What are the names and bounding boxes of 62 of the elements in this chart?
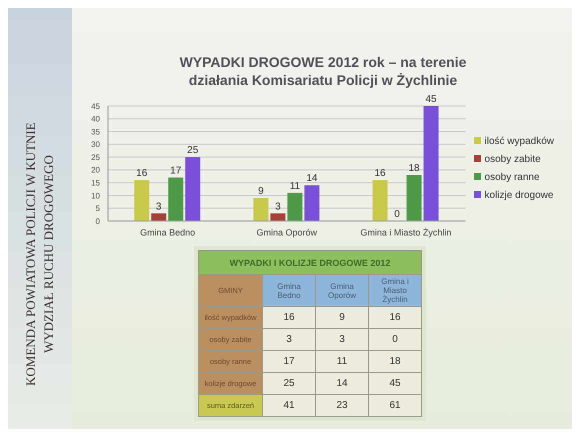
legend-label: osoby zabite bbox=[484, 154, 541, 164]
y-tick-label: 35 bbox=[91, 127, 101, 136]
data-label: 3 bbox=[275, 201, 282, 212]
bar bbox=[253, 198, 268, 221]
x-tick-label: Gmina Bedno bbox=[140, 227, 196, 238]
data-label: 25 bbox=[262, 372, 316, 394]
y-tick-label: 20 bbox=[91, 166, 101, 175]
data-label: 45 bbox=[426, 94, 438, 105]
y-tick-label: 15 bbox=[91, 178, 101, 188]
x-tick-label: Gmina i Miasto Żychlin bbox=[360, 227, 452, 238]
y-tick-label: 0 bbox=[96, 216, 101, 226]
data-label: 11 bbox=[290, 180, 301, 192]
bar bbox=[304, 185, 320, 221]
data-label: 61 bbox=[368, 394, 422, 416]
chart-title: WYPADKI DROGOWE 2012 rok – na terenie działania Komisariatu Policji w Żychlinie bbox=[180, 54, 466, 88]
legend-label: kolizje drogowe bbox=[484, 190, 554, 200]
data-label: 17 bbox=[170, 166, 182, 177]
bar bbox=[406, 175, 422, 221]
data-label: 11 bbox=[316, 350, 368, 372]
data-label: 9 bbox=[316, 306, 368, 328]
data-label: 17 bbox=[262, 350, 316, 372]
x-tick-label: Gmina i Miasto Żychlin bbox=[368, 274, 422, 306]
data-label: 23 bbox=[316, 394, 368, 416]
data-label: 18 bbox=[408, 163, 420, 174]
data-label: 45 bbox=[368, 372, 422, 394]
y-tick-label: 30 bbox=[91, 140, 101, 150]
text: WYDZIAŁ RUCHU DROGOWEGO bbox=[40, 154, 57, 355]
data-label: 16 bbox=[368, 306, 422, 328]
data-label: 3 bbox=[156, 201, 162, 212]
data-label: 0 bbox=[394, 209, 400, 220]
chart-title: WYPADKI I KOLIZJE DROGOWE 2012 bbox=[198, 250, 422, 274]
data-label: 18 bbox=[368, 350, 422, 372]
y-tick-label: 40 bbox=[91, 114, 101, 124]
data-label: 3 bbox=[262, 328, 316, 350]
x-tick-label: Gmina Bedno bbox=[262, 274, 316, 306]
bar bbox=[185, 157, 200, 221]
bar bbox=[151, 213, 166, 221]
data-label: 16 bbox=[374, 168, 386, 180]
legend-label: ilość wypadków bbox=[484, 136, 554, 146]
bar bbox=[168, 178, 184, 221]
y-tick-label: 5 bbox=[96, 204, 101, 214]
x-tick-label: Gmina Oporów bbox=[316, 274, 368, 306]
bar bbox=[270, 213, 286, 221]
data-label: 25 bbox=[187, 145, 199, 156]
data-label: 3 bbox=[316, 328, 368, 350]
y-tick-label: 25 bbox=[91, 152, 101, 162]
data-label: 14 bbox=[306, 173, 318, 184]
legend-label: osoby ranne bbox=[484, 172, 540, 182]
data-label: 14 bbox=[316, 372, 368, 394]
bar bbox=[134, 180, 150, 221]
x-tick-label: Gmina Oporów bbox=[256, 227, 318, 238]
bar bbox=[287, 192, 302, 221]
data-label: 16 bbox=[262, 306, 316, 328]
data-label: 16 bbox=[136, 168, 148, 180]
data-label: 0 bbox=[368, 328, 422, 350]
data-label: 41 bbox=[262, 394, 316, 416]
bar bbox=[424, 106, 439, 221]
bar bbox=[372, 180, 388, 221]
y-tick-label: 45 bbox=[91, 102, 101, 111]
text: KOMENDA POWIATOWA POLICJI W KUTNIE bbox=[22, 121, 39, 388]
data-label: 9 bbox=[258, 186, 264, 197]
y-tick-label: 10 bbox=[91, 191, 101, 200]
